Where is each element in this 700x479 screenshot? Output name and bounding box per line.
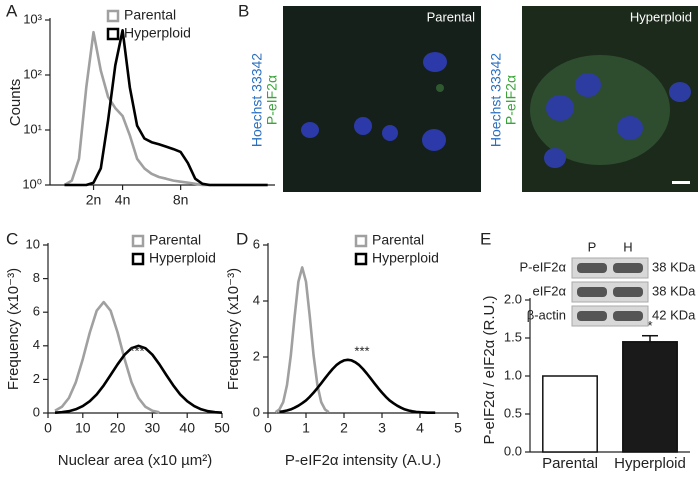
micrograph-parental	[283, 6, 481, 192]
blot-row-label: eIF2α	[532, 283, 566, 298]
y-tick-label: 10³	[23, 11, 42, 26]
image-label: Hyperploid	[630, 9, 692, 24]
y-tick-label: 0.0	[504, 443, 522, 458]
panel-letter: B	[238, 1, 249, 20]
x-tick-label: 20	[110, 420, 126, 436]
annotation: ***	[354, 343, 369, 358]
y-tick-label: 0	[253, 404, 260, 419]
blot-size-label: 42 KDa	[652, 307, 696, 322]
x-tick-label: 2n	[86, 192, 102, 208]
blot-band	[613, 263, 643, 273]
legend-label: Hyperploid	[372, 250, 439, 266]
blot-size-label: 38 KDa	[652, 259, 696, 274]
stain-label: P-eIF2α	[264, 75, 280, 125]
image-label: Parental	[427, 9, 476, 24]
y-axis-label: Frequency (x10⁻³)	[5, 268, 22, 390]
blot-band	[613, 311, 643, 321]
stain-label: Hoechst 33342	[488, 53, 504, 147]
panel-letter: C	[6, 229, 18, 248]
y-tick-label: 10¹	[23, 121, 42, 136]
x-tick-label: Hyperploid	[614, 455, 686, 472]
x-tick-label: Parental	[542, 455, 598, 472]
panel-letter: E	[480, 229, 491, 248]
legend-label: Parental	[124, 7, 176, 23]
legend-swatch	[354, 252, 368, 266]
x-tick-label: 0	[264, 420, 272, 436]
y-tick-label: 6	[253, 236, 260, 251]
legend-swatch	[131, 234, 145, 248]
lane-label: P	[588, 239, 597, 254]
series-line	[274, 266, 330, 414]
x-tick-label: 50	[214, 420, 230, 436]
y-tick-label: 2.0	[504, 291, 522, 306]
panel-letter: A	[6, 1, 18, 20]
blot-band	[577, 263, 607, 273]
lane-label: H	[623, 239, 632, 254]
series-line	[279, 358, 436, 414]
blot-size-label: 38 KDa	[652, 283, 696, 298]
y-tick-label: 10²	[23, 66, 42, 81]
y-tick-label: 2	[253, 348, 260, 363]
x-tick-label: 3	[378, 420, 386, 436]
x-axis-label: P-eIF2α intensity (A.U.)	[285, 452, 441, 469]
panel-letter: D	[236, 229, 248, 248]
y-axis-label: Frequency (x10⁻³)	[225, 268, 242, 390]
legend-swatch	[131, 252, 145, 266]
legend-label: Parental	[372, 232, 424, 248]
x-tick-label: 10	[75, 420, 91, 436]
blot-row-label: P-eIF2α	[519, 259, 566, 274]
legend-label: Parental	[149, 232, 201, 248]
annotation: *	[647, 318, 652, 333]
legend-label: Hyperploid	[124, 25, 191, 41]
annotation: ***	[129, 343, 144, 358]
y-tick-label: 0.5	[504, 405, 522, 420]
y-tick-label: 10	[26, 236, 40, 251]
x-tick-label: 5	[454, 420, 462, 436]
stain-label: P-eIF2α	[503, 75, 519, 125]
legend-swatch	[354, 234, 368, 248]
y-tick-label: 10⁰	[22, 176, 42, 191]
x-tick-label: 0	[44, 420, 52, 436]
bar	[622, 341, 678, 453]
x-tick-label: 40	[179, 420, 195, 436]
y-axis-label: Counts	[7, 79, 24, 127]
y-tick-label: 0	[33, 404, 40, 419]
x-tick-label: 1	[302, 420, 310, 436]
y-tick-label: 8	[33, 270, 40, 285]
x-tick-label: 4n	[115, 192, 131, 208]
y-tick-label: 2	[33, 371, 40, 386]
x-tick-label: 30	[145, 420, 161, 436]
x-tick-label: 2	[340, 420, 348, 436]
blot-band	[577, 311, 607, 321]
legend-label: Hyperploid	[149, 250, 216, 266]
series-line	[54, 300, 160, 414]
x-tick-label: 8n	[173, 192, 189, 208]
micrograph-hyperploid	[522, 6, 698, 192]
y-axis-label: P-eIF2α / eIF2α (R.U.)	[481, 295, 498, 444]
y-tick-label: 1.5	[504, 329, 522, 344]
series-line	[64, 29, 268, 187]
legend-swatch	[106, 27, 120, 41]
stain-label: Hoechst 33342	[249, 53, 265, 147]
y-tick-label: 4	[33, 337, 40, 352]
series-line	[54, 344, 223, 414]
blot-row-label: β-actin	[527, 307, 566, 322]
legend-swatch	[106, 9, 120, 23]
x-axis-label: Nuclear area (x10 µm²)	[58, 452, 213, 469]
blot-band	[613, 287, 643, 297]
series-line	[63, 30, 268, 187]
blot-band	[577, 287, 607, 297]
x-tick-label: 4	[416, 420, 424, 436]
y-tick-label: 4	[253, 292, 260, 307]
y-tick-label: 1.0	[504, 367, 522, 382]
y-tick-label: 6	[33, 304, 40, 319]
bar	[542, 375, 598, 453]
